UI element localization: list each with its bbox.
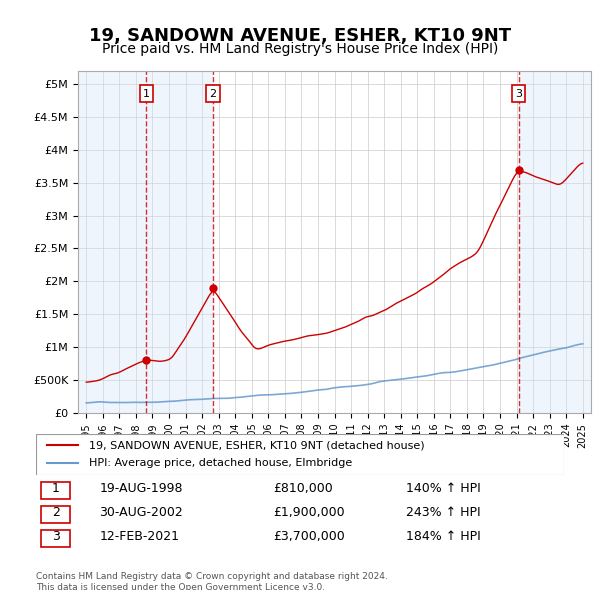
- FancyBboxPatch shape: [41, 506, 70, 523]
- Text: 1: 1: [52, 482, 60, 495]
- Text: 19, SANDOWN AVENUE, ESHER, KT10 9NT (detached house): 19, SANDOWN AVENUE, ESHER, KT10 9NT (det…: [89, 440, 424, 450]
- Text: 3: 3: [515, 89, 522, 99]
- Text: 2: 2: [52, 506, 60, 519]
- Text: 184% ↑ HPI: 184% ↑ HPI: [406, 530, 481, 543]
- Bar: [78, 71, 146, 413]
- Text: 3: 3: [52, 530, 60, 543]
- Text: 2: 2: [209, 89, 217, 99]
- Text: £3,700,000: £3,700,000: [274, 530, 346, 543]
- FancyBboxPatch shape: [41, 482, 70, 499]
- Text: Price paid vs. HM Land Registry's House Price Index (HPI): Price paid vs. HM Land Registry's House …: [102, 42, 498, 57]
- FancyBboxPatch shape: [41, 530, 70, 547]
- Text: Contains HM Land Registry data © Crown copyright and database right 2024.
This d: Contains HM Land Registry data © Crown c…: [36, 572, 388, 590]
- Bar: [518, 71, 591, 413]
- Text: 19, SANDOWN AVENUE, ESHER, KT10 9NT: 19, SANDOWN AVENUE, ESHER, KT10 9NT: [89, 27, 511, 45]
- Text: HPI: Average price, detached house, Elmbridge: HPI: Average price, detached house, Elmb…: [89, 458, 352, 468]
- FancyBboxPatch shape: [36, 434, 564, 475]
- Text: 1: 1: [143, 89, 150, 99]
- Text: 12-FEB-2021: 12-FEB-2021: [100, 530, 179, 543]
- Bar: [146, 71, 213, 413]
- Text: 30-AUG-2002: 30-AUG-2002: [100, 506, 183, 519]
- Text: £810,000: £810,000: [274, 482, 334, 495]
- Text: 140% ↑ HPI: 140% ↑ HPI: [406, 482, 481, 495]
- Text: 19-AUG-1998: 19-AUG-1998: [100, 482, 183, 495]
- Text: £1,900,000: £1,900,000: [274, 506, 345, 519]
- Text: 243% ↑ HPI: 243% ↑ HPI: [406, 506, 480, 519]
